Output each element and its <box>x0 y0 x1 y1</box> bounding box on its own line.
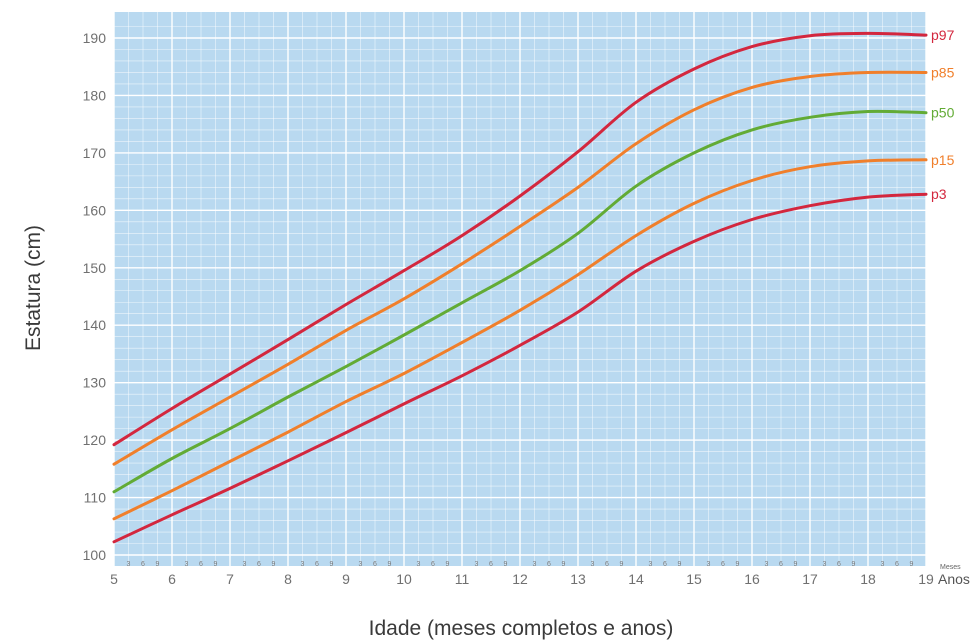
month-tick-label: 9 <box>852 561 856 568</box>
month-tick-label: 9 <box>446 561 450 568</box>
month-tick-label: 6 <box>489 561 493 568</box>
y-tick-label: 170 <box>83 145 107 161</box>
month-tick-label: 9 <box>388 561 392 568</box>
month-tick-label: 3 <box>359 561 363 568</box>
month-tick-label: 3 <box>127 561 131 568</box>
x-tick-label: 7 <box>226 571 234 587</box>
month-tick-label: 3 <box>301 561 305 568</box>
month-tick-label: 9 <box>214 561 218 568</box>
month-tick-label: 9 <box>272 561 276 568</box>
month-tick-label: 6 <box>605 561 609 568</box>
x-tick-label: 19 <box>918 571 934 587</box>
x-tick-label: 8 <box>284 571 292 587</box>
x-tick-label: 6 <box>168 571 176 587</box>
y-tick-label: 140 <box>83 317 107 333</box>
month-tick-label: 6 <box>547 561 551 568</box>
month-tick-label: 3 <box>417 561 421 568</box>
month-tick-label: 9 <box>504 561 508 568</box>
series-line-p3 <box>112 192 928 544</box>
y-tick-label: 130 <box>83 375 107 391</box>
month-tick-label: 3 <box>185 561 189 568</box>
month-tick-label: 9 <box>736 561 740 568</box>
y-axis-title: Estatura (cm) <box>22 225 45 351</box>
series-line-p50 <box>112 109 928 494</box>
month-tick-label: 6 <box>199 561 203 568</box>
x-axis-title: Idade (meses completos e anos) <box>369 617 674 640</box>
y-tick-label: 100 <box>83 547 107 563</box>
x-tick-label: 17 <box>802 571 818 587</box>
series-line-p85 <box>112 70 928 466</box>
month-tick-label: 9 <box>330 561 334 568</box>
series-lines <box>112 31 928 544</box>
series-line-p15 <box>112 158 928 521</box>
y-tick-label: 180 <box>83 87 107 103</box>
month-tick-label: 9 <box>794 561 798 568</box>
month-tick-label: 9 <box>678 561 682 568</box>
month-tick-label: 3 <box>243 561 247 568</box>
y-tick-label: 120 <box>83 432 107 448</box>
month-tick-label: 9 <box>910 561 914 568</box>
series-label-p15: p15 <box>931 152 955 168</box>
y-tick-label: 110 <box>84 490 107 506</box>
month-tick-label: 6 <box>315 561 319 568</box>
x-tick-label: 9 <box>342 571 350 587</box>
series-labels: p97 p85 p50 p15 p3 <box>931 27 955 202</box>
month-tick-label: 3 <box>765 561 769 568</box>
month-tick-label: 3 <box>823 561 827 568</box>
month-tick-label: 6 <box>895 561 899 568</box>
month-tick-label: 6 <box>257 561 261 568</box>
month-tick-label: 6 <box>141 561 145 568</box>
month-tick-labels: 3 6 9 3 6 9 3 6 9 3 6 9 3 6 9 3 6 9 3 6 9 3 6 9 3 6 9 3 6 9 3 6 9 3 6 9 3 6 9 3… <box>127 561 914 568</box>
month-tick-label: 6 <box>721 561 725 568</box>
month-tick-label: 6 <box>779 561 783 568</box>
month-tick-label: 9 <box>620 561 624 568</box>
y-tick-label: 160 <box>83 202 107 218</box>
month-tick-label: 6 <box>373 561 377 568</box>
x-tick-label: 14 <box>628 571 644 587</box>
x-tick-label: 16 <box>744 571 760 587</box>
x-tick-label: 11 <box>455 571 470 587</box>
series-label-p50: p50 <box>931 105 955 121</box>
month-tick-label: 3 <box>649 561 653 568</box>
month-tick-label: 9 <box>562 561 566 568</box>
x-unit-label: Anos <box>938 571 970 587</box>
series-line-p97 <box>112 31 928 447</box>
month-tick-label: 9 <box>156 561 160 568</box>
x-tick-label: 10 <box>396 571 412 587</box>
series-label-p97: p97 <box>931 27 955 43</box>
y-tick-labels: 100 110 120 130 140 150 160 170 180 190 <box>83 30 107 563</box>
x-tick-label: 18 <box>860 571 876 587</box>
series-label-p3: p3 <box>931 186 947 202</box>
x-tick-label: 15 <box>686 571 702 587</box>
month-tick-label: 3 <box>881 561 885 568</box>
x-tick-label: 13 <box>570 571 586 587</box>
x-tick-label: 5 <box>110 571 118 587</box>
x-tick-label: 12 <box>512 571 528 587</box>
y-tick-label: 190 <box>83 30 107 46</box>
month-tick-label: 3 <box>591 561 595 568</box>
month-tick-label: 3 <box>533 561 537 568</box>
month-unit-label: Meses <box>940 564 961 571</box>
month-tick-label: 6 <box>431 561 435 568</box>
month-tick-label: 3 <box>707 561 711 568</box>
month-tick-label: 6 <box>837 561 841 568</box>
y-tick-label: 150 <box>83 260 107 276</box>
month-tick-label: 3 <box>475 561 479 568</box>
x-tick-labels: 5 6 7 8 9 10 11 12 13 14 15 16 17 18 19 <box>110 571 934 587</box>
series-label-p85: p85 <box>931 64 955 80</box>
month-tick-label: 6 <box>663 561 667 568</box>
